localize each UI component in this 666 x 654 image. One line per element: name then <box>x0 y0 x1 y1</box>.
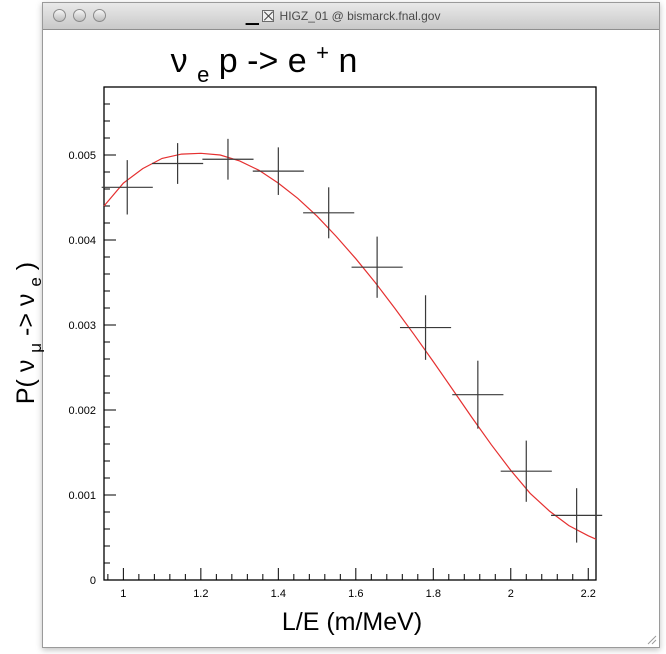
data-point <box>101 160 153 215</box>
y-label-prefix: P( <box>12 378 40 404</box>
x-tick-label: 2.2 <box>581 588 596 600</box>
y-label-nu1: ν <box>12 360 40 373</box>
title-nu-bar: ‾ <box>245 20 260 58</box>
data-point <box>152 143 204 184</box>
x-axis-label: L/E (m/MeV) <box>282 608 422 636</box>
x11-icon <box>261 10 274 22</box>
zoom-window-button[interactable] <box>93 9 106 22</box>
minimize-window-button[interactable] <box>73 9 86 22</box>
x-tick-label: 1.2 <box>193 588 208 600</box>
resize-grip-icon[interactable] <box>645 633 657 645</box>
data-points-layer <box>101 138 603 543</box>
x-tick-label: 2 <box>508 588 514 600</box>
data-point <box>303 187 355 239</box>
y-label-nu2: ν <box>12 294 40 307</box>
data-point <box>252 147 304 195</box>
x-tick-label: 1 <box>120 588 126 600</box>
x-tick-label: 1.4 <box>271 588 286 600</box>
window-title-wrap: HIGZ_01 @ bismarck.fnal.gov <box>43 3 659 29</box>
title-nu-subscript: e <box>197 62 209 87</box>
data-point <box>500 440 552 502</box>
y-tick-label: 0 <box>90 575 96 587</box>
fit-curve <box>103 152 597 540</box>
y-tick-label: 0.003 <box>68 320 96 332</box>
tick-labels: 1 1.2 1.4 1.6 1.8 2 2.2 0 0.001 0.002 0.003 0.004 0.… <box>68 150 595 600</box>
y-tick-label: 0.005 <box>68 150 96 162</box>
title-tail: n <box>338 42 357 80</box>
window-titlebar[interactable]: HIGZ_01 @ bismarck.fnal.gov <box>43 3 659 30</box>
axis-ticks <box>104 103 589 581</box>
title-superscript: + <box>316 40 329 65</box>
x-tick-label: 1.8 <box>426 588 441 600</box>
y-label-sub1: μ <box>26 343 45 353</box>
y-label-suffix: ) <box>12 262 40 270</box>
fit-curve-layer <box>103 152 597 540</box>
x11-window: HIGZ_01 @ bismarck.fnal.gov <box>42 2 660 648</box>
plot-frame <box>103 86 597 581</box>
y-label-arrow: -> <box>12 313 40 336</box>
title-reaction: p -> e <box>219 42 307 80</box>
y-tick-label: 0.004 <box>68 235 96 247</box>
data-point <box>351 236 403 298</box>
y-tick-label: 0.002 <box>68 405 96 417</box>
close-window-button[interactable] <box>53 9 66 22</box>
data-point <box>202 138 254 180</box>
y-tick-label: 0.001 <box>68 490 96 502</box>
data-point <box>551 488 603 543</box>
title-nu: ν <box>171 42 188 80</box>
y-axis-label: P( ν μ -> ν e ) <box>12 262 47 404</box>
data-point <box>452 360 504 429</box>
x-tick-label: 1.6 <box>348 588 363 600</box>
y-label-sub2: e <box>26 277 45 286</box>
window-title: HIGZ_01 @ bismarck.fnal.gov <box>279 9 441 23</box>
chart-title: ‾ ν e p -> e + n <box>171 20 358 90</box>
data-point <box>399 295 452 360</box>
